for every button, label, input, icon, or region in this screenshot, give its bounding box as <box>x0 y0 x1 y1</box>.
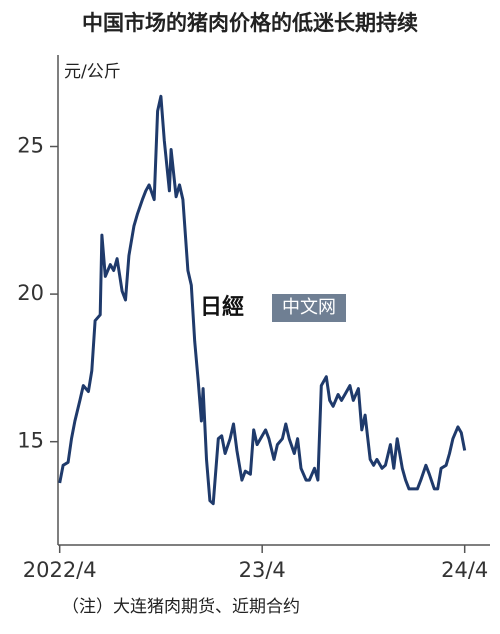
chart-title: 中国市场的猪肉价格的低迷长期持续 <box>82 11 418 35</box>
x-tick-label: 23/4 <box>239 558 286 582</box>
x-tick-label: 2022/4 <box>23 558 97 582</box>
y-axis-label: 元/公斤 <box>64 62 121 82</box>
watermark-text: 中文网 <box>282 297 336 318</box>
watermark-box <box>272 294 346 322</box>
line <box>58 94 467 506</box>
y-tick-label: 20 <box>17 281 44 305</box>
y-tick-label: 25 <box>17 134 44 158</box>
y-tick-label: 15 <box>17 429 44 453</box>
x-tick-label: 24/4 <box>441 558 488 582</box>
watermark-logo: 日經 <box>200 294 244 320</box>
note: （注）大连猪肉期货、近期合约 <box>62 597 300 617</box>
